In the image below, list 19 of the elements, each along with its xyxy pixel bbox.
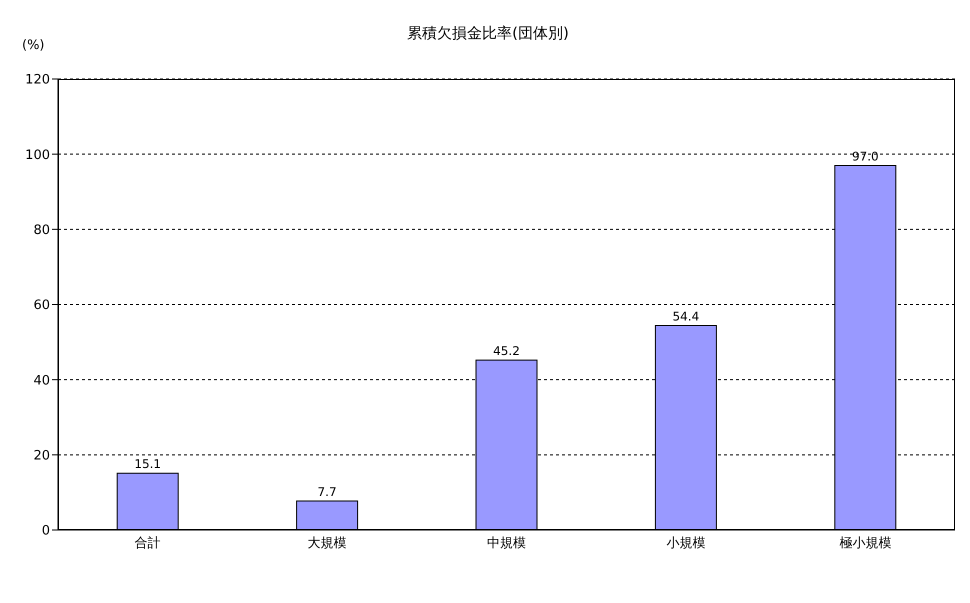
data-label: 7.7 <box>318 485 337 500</box>
y-tick-label: 100 <box>25 148 50 163</box>
y-tick-label: 120 <box>25 72 50 88</box>
y-tick-label: 20 <box>33 448 50 464</box>
data-label: 97.0 <box>852 149 879 164</box>
data-label: 15.1 <box>134 457 162 472</box>
data-label: 54.4 <box>672 310 700 324</box>
y-tick-label: 80 <box>33 222 50 238</box>
chart-title: 累積欠損金比率(団体別) <box>407 24 569 42</box>
x-tick-label: 大規模 <box>308 536 347 552</box>
y-tick-label: 40 <box>33 373 50 388</box>
y-tick-label: 60 <box>33 298 50 314</box>
x-tick-label: 合計 <box>134 536 161 552</box>
x-tick-label: 小規模 <box>666 536 706 552</box>
data-label: 45.2 <box>493 344 520 358</box>
y-axis-title: (%) <box>22 38 44 53</box>
x-tick-label: 極小規模 <box>839 536 892 552</box>
x-tick-label: 中規模 <box>487 536 526 552</box>
y-tick-label: 0 <box>42 524 50 539</box>
